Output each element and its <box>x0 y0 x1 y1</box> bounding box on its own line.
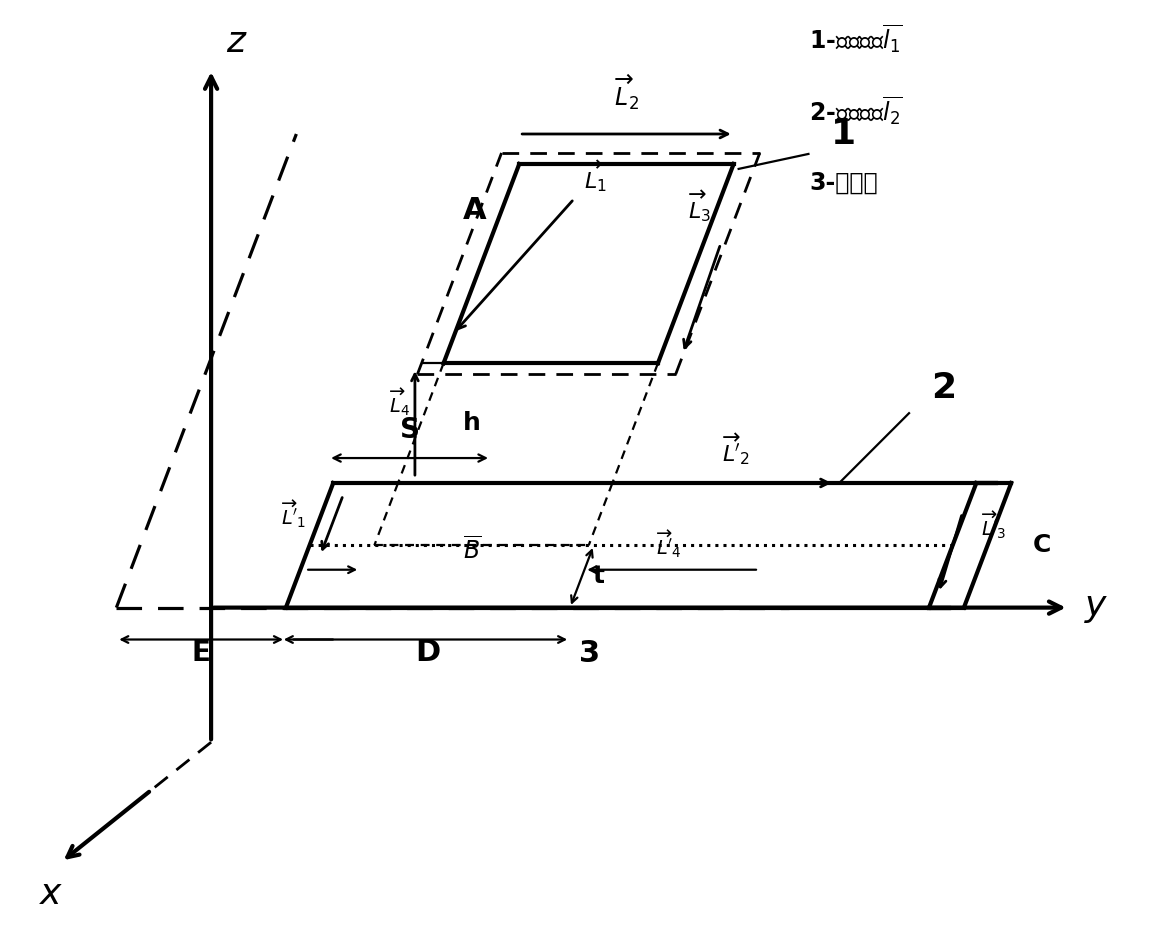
Text: 3: 3 <box>580 640 601 668</box>
Text: 3-中心线: 3-中心线 <box>809 171 878 195</box>
Text: $\overrightarrow{L}'_1$: $\overrightarrow{L}'_1$ <box>281 499 306 530</box>
Text: $\overrightarrow{L}_2$: $\overrightarrow{L}_2$ <box>614 73 639 112</box>
Text: 1: 1 <box>831 117 856 151</box>
Text: 2-发射线圈$\overline{l_2}$: 2-发射线圈$\overline{l_2}$ <box>809 95 902 127</box>
Text: $x$: $x$ <box>40 877 64 911</box>
Text: S: S <box>400 416 420 444</box>
Text: 2: 2 <box>932 372 956 405</box>
Text: $y$: $y$ <box>1084 591 1108 625</box>
Text: $z$: $z$ <box>226 26 248 59</box>
Text: E: E <box>192 640 210 667</box>
Text: $\overrightarrow{L}'_2$: $\overrightarrow{L}'_2$ <box>721 430 749 466</box>
Text: $\overline{B}$: $\overline{B}$ <box>463 538 482 565</box>
Text: t: t <box>593 564 606 589</box>
Text: h: h <box>463 411 480 435</box>
Text: $\overrightarrow{L}'_3$: $\overrightarrow{L}'_3$ <box>981 509 1007 540</box>
Text: $\overrightarrow{L}_1$: $\overrightarrow{L}_1$ <box>584 158 607 194</box>
Text: 1-接收线圈$\overline{l_1}$: 1-接收线圈$\overline{l_1}$ <box>809 23 902 55</box>
Text: $\overrightarrow{L}_4$: $\overrightarrow{L}_4$ <box>389 387 410 418</box>
Text: $\overrightarrow{L}'_4$: $\overrightarrow{L}'_4$ <box>656 528 682 560</box>
Text: D: D <box>415 638 441 667</box>
Text: A: A <box>463 195 486 225</box>
Text: C: C <box>1033 534 1052 557</box>
Text: $\overrightarrow{L}_3$: $\overrightarrow{L}_3$ <box>687 189 711 225</box>
